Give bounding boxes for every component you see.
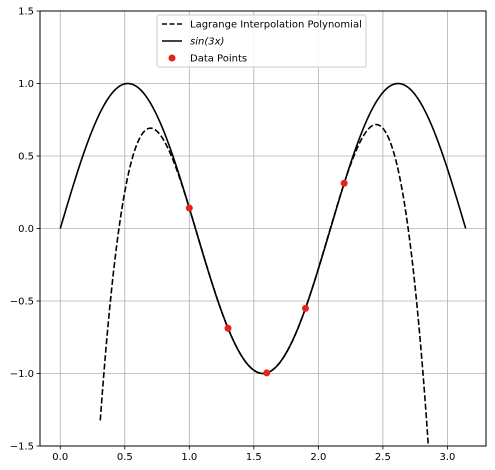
legend-label-sin: sin(3x) [190, 37, 224, 48]
y-tick-label: 0.5 [18, 152, 34, 163]
legend-box [156, 14, 367, 68]
data-point [263, 369, 271, 377]
legend-label-data-points: Data Points [190, 54, 247, 65]
y-tick-label: 1.0 [18, 79, 34, 90]
y-axis: −1.5 −1.0 −0.5 0.0 0.5 1.0 1.5 [10, 7, 40, 453]
x-tick-label: 0.0 [52, 452, 68, 463]
data-point [224, 324, 232, 332]
legend-dot-swatch [168, 54, 176, 62]
y-tick-label: −1.0 [10, 369, 34, 380]
y-tick-label: −1.5 [10, 442, 34, 453]
y-tick-label: −0.5 [10, 297, 34, 308]
x-tick-label: 3.0 [439, 452, 455, 463]
data-point [301, 304, 309, 312]
x-tick-label: 2.5 [375, 452, 391, 463]
x-tick-label: 2.0 [310, 452, 326, 463]
axes-frame [39, 10, 487, 447]
data-point [340, 179, 348, 187]
legend: Lagrange Interpolation Polynomial sin(3x… [156, 14, 367, 68]
legend-label-lagrange: Lagrange Interpolation Polynomial [190, 20, 362, 31]
y-tick-label: 0.0 [18, 224, 34, 235]
sin-3x-line [59, 82, 467, 375]
y-tick-label: 1.5 [18, 7, 34, 18]
legend-label-sin-text: sin(3x) [190, 37, 224, 48]
data-point [185, 204, 193, 212]
x-tick-label: 0.5 [117, 452, 133, 463]
x-tick-label: 1.5 [246, 452, 262, 463]
scatter-layer [185, 179, 348, 377]
x-tick-label: 1.0 [181, 452, 197, 463]
x-axis: 0.0 0.5 1.0 1.5 2.0 2.5 3.0 [52, 446, 455, 463]
